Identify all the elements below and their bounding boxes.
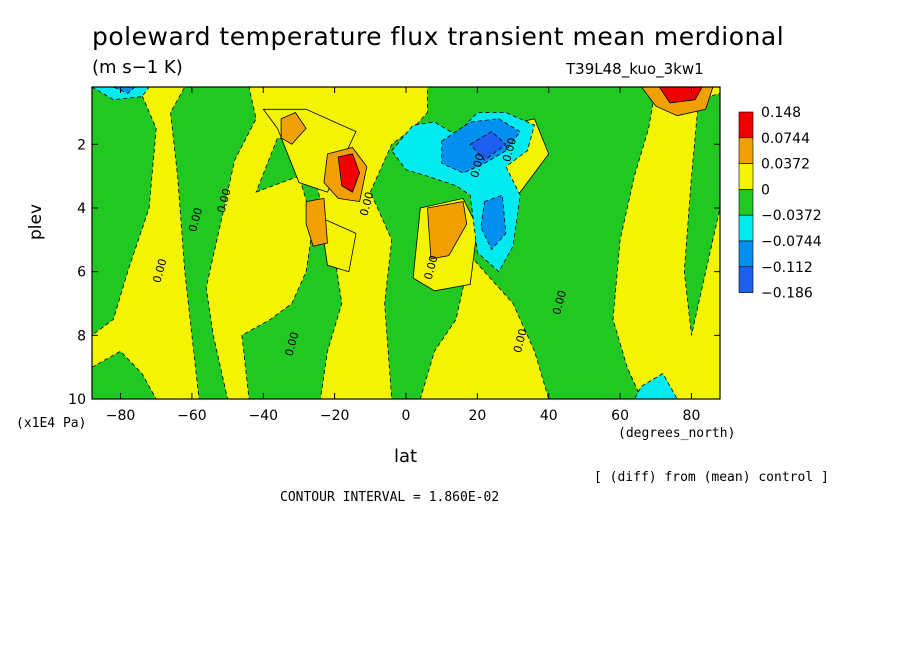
x-tick-label: 0 xyxy=(402,408,411,424)
contour-region-neg4 xyxy=(469,131,507,161)
x-axis-units: (degrees_north) xyxy=(618,426,736,441)
legend-label: −0.0744 xyxy=(761,234,822,250)
y-axis-label: plev xyxy=(26,203,46,240)
legend-label: −0.0372 xyxy=(761,208,822,224)
x-tick-label: 60 xyxy=(611,408,629,424)
chart-title: poleward temperature flux transient mean… xyxy=(92,22,785,51)
contour-interval: CONTOUR INTERVAL = 1.860E-02 xyxy=(280,490,500,505)
contour-region-neg2 xyxy=(633,372,678,399)
legend-label: 0.148 xyxy=(761,105,801,121)
contour-region-neg1 xyxy=(170,87,257,399)
legend-swatch xyxy=(738,137,754,164)
x-tick-label: 80 xyxy=(683,408,701,424)
contour-regions xyxy=(92,87,720,399)
y-tick-label: 2 xyxy=(77,137,86,153)
y-tick-label: 10 xyxy=(68,392,86,408)
x-tick-label: 40 xyxy=(540,408,558,424)
legend-label: 0.0372 xyxy=(761,157,810,173)
contour-region-neg3 xyxy=(480,194,507,251)
legend-label: 0 xyxy=(761,182,770,198)
legend-swatch xyxy=(738,163,754,190)
contour-label: 0.00 xyxy=(422,254,441,281)
contour-region-neg1 xyxy=(683,92,720,336)
legend-label: −0.186 xyxy=(761,286,813,302)
x-tick-label: 20 xyxy=(468,408,486,424)
contour-label: 0.00 xyxy=(151,257,170,284)
legend-label: −0.112 xyxy=(761,260,813,276)
contour-label: 0.00 xyxy=(550,289,569,316)
contour-region-pos3 xyxy=(337,153,361,193)
legend-swatch xyxy=(738,240,754,268)
contour-region-neg2 xyxy=(92,87,150,101)
contour-region-pos1 xyxy=(319,216,357,273)
contour-label: 0.00 xyxy=(468,152,487,179)
y-tick-label: 8 xyxy=(77,328,86,344)
x-tick-label: −40 xyxy=(248,408,278,424)
y-tick-label: 6 xyxy=(77,265,86,281)
diff-note: [ (diff) from (mean) control ] xyxy=(594,470,829,485)
run-label: T39L48_kuo_3kw1 xyxy=(566,60,704,78)
contour-label: 0.00 xyxy=(283,330,302,357)
contour-label: 0.00 xyxy=(215,187,234,214)
x-tick-label: −60 xyxy=(177,408,207,424)
contour-region-neg1 xyxy=(92,350,157,399)
contour-label: 0.00 xyxy=(511,327,530,354)
contour-label: 0.00 xyxy=(186,206,205,233)
contour-region-pos2 xyxy=(305,197,328,247)
y-tick-label: 4 xyxy=(77,201,86,217)
contour-region-pos2 xyxy=(426,201,468,260)
x-tick-label: −20 xyxy=(320,408,350,424)
chart-units: (m s−1 K) xyxy=(92,57,183,78)
contour-region-neg1 xyxy=(92,87,157,336)
legend-swatch xyxy=(738,266,754,293)
y-axis-units: (x1E4 Pa) xyxy=(16,416,87,431)
legend-swatch xyxy=(738,189,754,216)
x-axis-label: lat xyxy=(394,446,418,467)
contour-label: 0.00 xyxy=(357,190,376,217)
legend-swatch xyxy=(738,111,754,139)
contour-label: 0.00 xyxy=(500,136,519,163)
legend-swatch xyxy=(738,214,754,242)
x-tick-label: −80 xyxy=(106,408,136,424)
legend-label: 0.0744 xyxy=(761,131,810,147)
contour-region-pos2 xyxy=(280,111,307,145)
